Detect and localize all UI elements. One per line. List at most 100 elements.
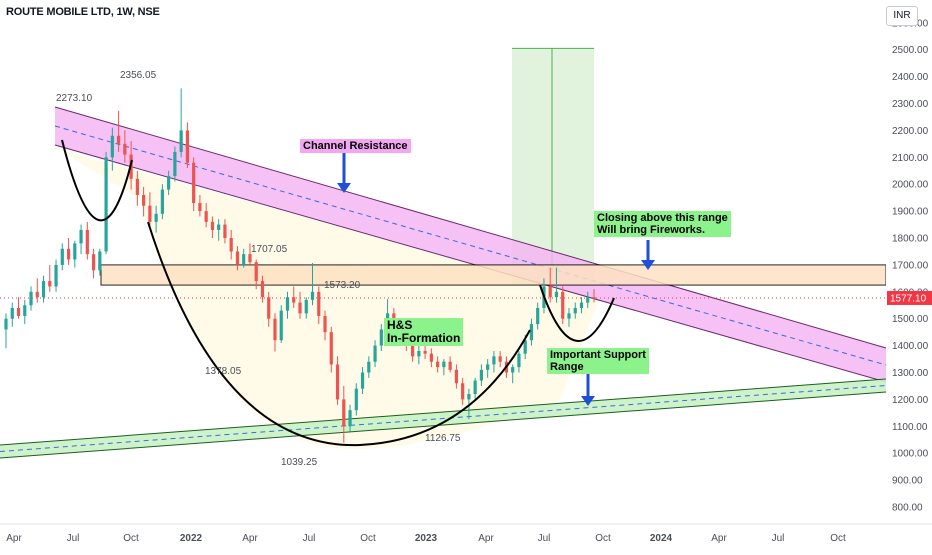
candle-body: [354, 388, 358, 411]
candle-body: [461, 383, 465, 400]
price-label: 1573.20: [324, 280, 361, 291]
candle-body: [573, 307, 577, 314]
annotation-hs-line2: In-Formation: [387, 331, 461, 345]
x-tick-label: 2023: [415, 533, 438, 544]
candle-body: [167, 176, 171, 190]
annotation-hs: H&S In-Formation: [384, 318, 464, 346]
candle-body: [367, 361, 371, 373]
candle-body: [217, 224, 221, 230]
candle-body: [561, 291, 565, 319]
y-tick-label: 1000.00: [892, 449, 929, 460]
candle-body: [142, 194, 146, 206]
x-tick-label: Oct: [123, 533, 139, 544]
y-tick-label: 2300.00: [892, 99, 929, 110]
candle-body: [135, 178, 139, 195]
candle-body: [73, 243, 77, 260]
candle-body: [511, 367, 515, 373]
candle-body: [486, 364, 490, 370]
candle-body: [410, 345, 415, 357]
candle-body: [185, 130, 190, 163]
candle-body: [204, 211, 208, 222]
candle-body: [148, 205, 152, 222]
y-axis-panel: [886, 0, 932, 550]
y-tick-label: 2200.00: [892, 126, 929, 137]
y-tick-label: 900.00: [892, 476, 923, 487]
x-tick-label: 2024: [650, 533, 673, 544]
candle-body: [429, 353, 433, 362]
candle-body: [348, 410, 352, 427]
candle-body: [16, 307, 21, 317]
y-tick-label: 1200.00: [892, 395, 929, 406]
channel-band: [55, 107, 886, 382]
annotation-closing-range: Closing above this range Will bring Fire…: [594, 211, 731, 237]
candle-body: [467, 394, 471, 400]
x-tick-label: Jul: [67, 533, 80, 544]
annotation-closing-line2: Will bring Fireworks.: [597, 224, 706, 236]
x-tick-label: Oct: [360, 533, 376, 544]
support-upper-line: [0, 378, 887, 446]
x-tick-label: Apr: [478, 533, 494, 544]
candle-body: [23, 305, 27, 317]
candle-body: [473, 380, 477, 395]
candle-body: [298, 302, 302, 314]
x-tick-label: Jul: [303, 533, 316, 544]
channel-upper-line: [54, 106, 887, 349]
candle-body: [579, 302, 584, 308]
closing-arrow-head: [641, 260, 655, 270]
y-tick-label: 1900.00: [892, 207, 929, 218]
support-lower-line: [0, 391, 887, 459]
candle-body: [229, 238, 233, 252]
candle-body: [104, 157, 108, 252]
current-price-tag: [887, 290, 932, 305]
candle-body: [448, 361, 452, 370]
price-label: 2356.05: [120, 70, 157, 81]
candle-body: [567, 313, 571, 319]
candle-body: [41, 281, 46, 298]
y-tick-label: 2100.00: [892, 153, 929, 164]
candle-body: [98, 251, 102, 271]
x-tick-label: 2022: [180, 533, 203, 544]
candle-body: [479, 369, 484, 381]
support-arrow-head: [581, 396, 595, 406]
x-tick-label: Jul: [772, 533, 785, 544]
candle-body: [267, 297, 271, 319]
candle-body: [192, 162, 196, 204]
candle-body: [529, 324, 534, 341]
x-tick-label: Apr: [711, 533, 727, 544]
candle-body: [154, 213, 158, 222]
chart-title: ROUTE MOBILE LTD, 1W, NSE: [6, 6, 160, 18]
candle-body: [260, 281, 265, 298]
candle-body: [85, 229, 89, 255]
candle-body: [342, 399, 346, 427]
candle-body: [248, 254, 252, 263]
currency-selector[interactable]: INR: [886, 6, 918, 26]
candle-body: [517, 353, 521, 368]
candle-body: [123, 143, 127, 155]
candle-body: [242, 254, 246, 265]
annotation-channel-resistance: Channel Resistance: [300, 139, 411, 153]
candle-body: [10, 307, 14, 319]
candle-body: [329, 332, 333, 365]
y-tick-label: 2000.00: [892, 180, 929, 191]
resistance-range-box: [100, 264, 887, 286]
x-tick-label: Oct: [830, 533, 846, 544]
right-shoulder-curve: [539, 284, 615, 342]
price-label: 2273.10: [56, 93, 93, 104]
candle-body: [335, 364, 340, 400]
candle-body: [60, 248, 64, 265]
y-tick-label: 1300.00: [892, 368, 929, 379]
y-tick-label: 1800.00: [892, 234, 929, 245]
annotation-support-line2: Range: [550, 361, 584, 373]
candle-body: [279, 310, 283, 341]
y-tick-label: 1500.00: [892, 314, 929, 325]
candle-body: [554, 291, 559, 298]
candle-body: [223, 224, 227, 238]
candle-body: [254, 262, 258, 282]
candle-body: [417, 350, 421, 357]
head-curve: [147, 221, 531, 447]
candle-body: [66, 248, 71, 260]
candle-body: [310, 291, 315, 300]
candle-body: [454, 369, 458, 384]
